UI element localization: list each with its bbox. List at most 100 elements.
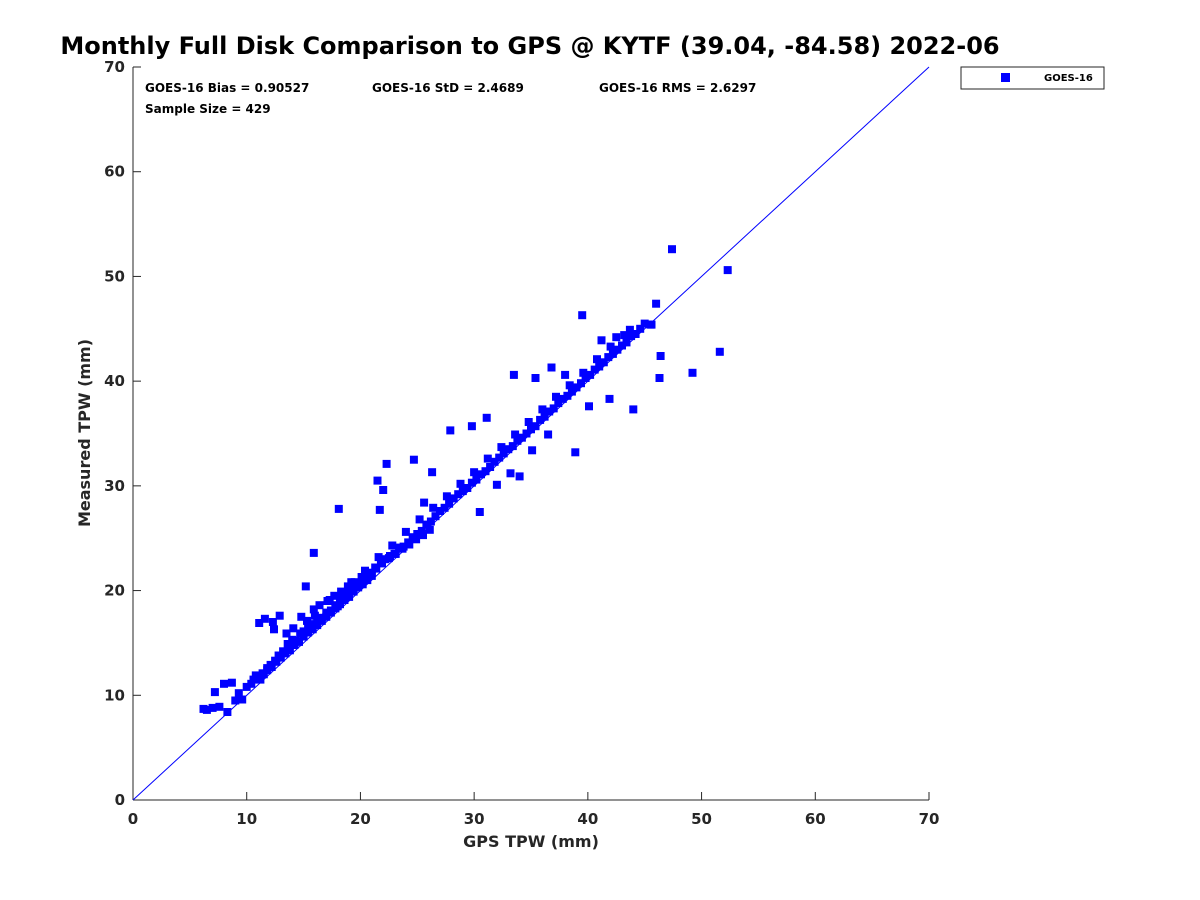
data-point xyxy=(540,412,549,421)
data-point xyxy=(579,368,588,377)
data-point xyxy=(363,576,372,585)
data-point xyxy=(481,467,490,476)
data-point xyxy=(227,678,236,687)
data-point xyxy=(231,696,240,705)
sample-size-annotation: Sample Size = 429 xyxy=(145,102,271,116)
data-point xyxy=(538,405,547,414)
data-point xyxy=(409,455,418,464)
data-point xyxy=(313,615,322,624)
data-point xyxy=(593,355,601,364)
data-point xyxy=(558,394,567,403)
data-point xyxy=(604,353,613,362)
data-point xyxy=(267,663,276,671)
data-point xyxy=(255,619,264,627)
data-point xyxy=(398,544,407,553)
data-point xyxy=(373,476,382,485)
legend-box xyxy=(960,66,1105,90)
x-tick-labels: 0 10 20 30 40 50 60 70 xyxy=(128,810,940,828)
legend-marker-square-icon xyxy=(1001,73,1010,82)
data-point xyxy=(309,605,318,614)
data-point xyxy=(524,418,533,426)
data-point xyxy=(345,592,354,601)
data-point xyxy=(401,527,410,536)
data-point xyxy=(504,445,513,454)
data-point xyxy=(425,525,434,534)
data-point xyxy=(511,430,520,439)
data-point xyxy=(627,332,636,341)
data-point xyxy=(308,625,317,634)
data-point xyxy=(506,469,515,478)
data-point xyxy=(413,530,422,538)
data-point xyxy=(483,454,492,463)
chart-title: Monthly Full Disk Comparison to GPS @ KY… xyxy=(60,32,999,60)
data-point xyxy=(581,374,590,382)
data-point xyxy=(357,573,366,581)
data-point xyxy=(554,399,563,408)
data-point xyxy=(577,379,585,388)
data-point xyxy=(349,587,358,596)
data-point xyxy=(612,333,621,342)
data-point xyxy=(482,413,491,422)
data-point xyxy=(536,415,545,424)
data-point xyxy=(620,331,629,340)
data-point xyxy=(330,591,339,600)
data-point xyxy=(285,646,294,655)
data-point xyxy=(456,479,465,488)
data-point xyxy=(622,338,631,347)
data-point xyxy=(631,330,640,338)
data-point xyxy=(442,492,451,501)
data-point xyxy=(513,436,522,445)
y-tick-label: 10 xyxy=(104,686,125,704)
data-point xyxy=(499,449,508,458)
data-point xyxy=(290,641,299,649)
y-tick-label: 70 xyxy=(104,58,125,76)
data-point xyxy=(472,475,481,484)
data-points xyxy=(199,245,732,716)
data-point xyxy=(371,563,380,572)
data-point xyxy=(561,370,570,379)
data-point xyxy=(336,593,344,602)
data-point xyxy=(545,407,554,416)
data-point xyxy=(313,621,322,630)
data-point xyxy=(270,625,278,634)
x-tick-label: 20 xyxy=(350,810,371,828)
data-point xyxy=(247,679,256,688)
x-tick-label: 30 xyxy=(464,810,485,828)
data-point xyxy=(415,515,424,524)
data-point xyxy=(436,507,444,515)
y-tick-label: 50 xyxy=(104,267,125,285)
data-point xyxy=(210,688,219,697)
data-point xyxy=(688,368,697,377)
data-point xyxy=(358,580,367,589)
data-point xyxy=(467,422,476,431)
rms-annotation: GOES-16 RMS = 2.6297 xyxy=(599,81,756,95)
data-point xyxy=(595,362,604,371)
data-point xyxy=(509,370,518,379)
data-point xyxy=(652,299,661,308)
data-point xyxy=(379,486,388,494)
data-point xyxy=(303,616,311,625)
data-point xyxy=(426,517,435,526)
data-point xyxy=(586,370,595,379)
x-tick-label: 0 xyxy=(128,810,138,828)
data-point xyxy=(301,582,310,591)
data-point xyxy=(343,582,352,591)
data-point xyxy=(412,535,421,544)
data-point xyxy=(608,349,617,358)
data-point xyxy=(322,612,331,621)
data-point xyxy=(220,679,228,688)
data-point xyxy=(234,689,243,698)
data-point xyxy=(445,499,454,508)
data-point xyxy=(384,554,393,563)
data-point xyxy=(361,566,369,575)
data-point xyxy=(315,601,324,610)
y-tick-label: 20 xyxy=(104,582,125,600)
data-point xyxy=(668,245,676,254)
data-point xyxy=(304,628,313,637)
data-point xyxy=(326,608,335,617)
data-point xyxy=(260,614,269,623)
data-point xyxy=(547,363,556,372)
x-axis-label: GPS TPW (mm) xyxy=(463,832,599,851)
data-point xyxy=(299,627,308,636)
data-point xyxy=(281,649,290,658)
